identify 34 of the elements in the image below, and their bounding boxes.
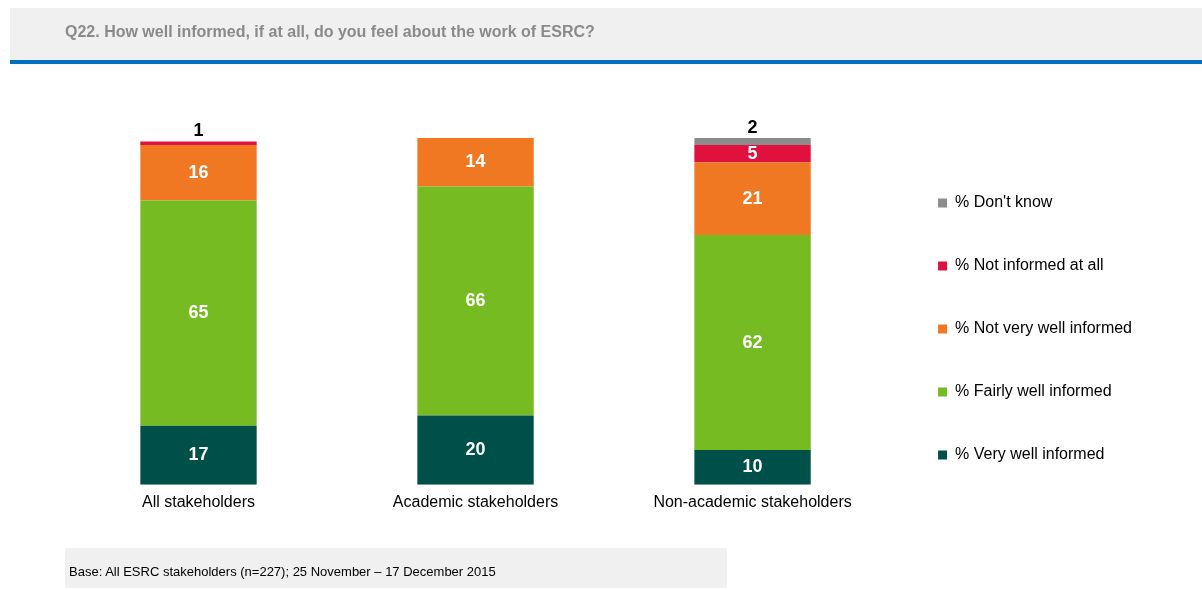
data-label: 10 bbox=[742, 456, 763, 477]
data-label: 20 bbox=[465, 439, 486, 460]
bar bbox=[694, 138, 811, 145]
legend-label: % Not informed at all bbox=[955, 256, 1104, 274]
data-label: 21 bbox=[742, 187, 763, 208]
bar bbox=[417, 138, 534, 187]
x-tick-label: All stakeholders bbox=[142, 492, 255, 510]
bar bbox=[417, 186, 534, 416]
legend-label: % Fairly well informed bbox=[955, 382, 1112, 400]
data-label: 16 bbox=[188, 161, 209, 182]
chart-title: Q22. How well informed, if at all, do you feel about the work of ESRC? bbox=[65, 23, 595, 41]
bar bbox=[694, 144, 811, 163]
data-label: 2 bbox=[747, 116, 758, 137]
bar bbox=[140, 200, 257, 426]
bar bbox=[694, 235, 811, 451]
bar bbox=[140, 144, 257, 201]
data-label: 1 bbox=[193, 120, 204, 141]
legend-label: % Very well informed bbox=[955, 445, 1105, 463]
legend-label: % Don't know bbox=[955, 193, 1053, 211]
data-label: 14 bbox=[465, 151, 486, 172]
data-label: 66 bbox=[465, 289, 486, 310]
bar bbox=[694, 450, 811, 485]
data-label: 5 bbox=[747, 142, 758, 163]
x-tick-label: Academic stakeholders bbox=[392, 492, 559, 510]
data-label: 65 bbox=[188, 302, 209, 323]
bar bbox=[140, 425, 257, 485]
text: Base: All ESRC stakeholders (n=227); 25 November – 17 December 2015 bbox=[65, 548, 727, 588]
data-label: 62 bbox=[742, 331, 763, 352]
bar bbox=[140, 141, 257, 145]
bar bbox=[694, 162, 811, 236]
data-label: 17 bbox=[188, 444, 209, 465]
bar bbox=[417, 415, 534, 485]
legend-label: % Not very well informed bbox=[955, 319, 1133, 337]
x-tick-label: Non-academic stakeholders bbox=[653, 492, 852, 510]
